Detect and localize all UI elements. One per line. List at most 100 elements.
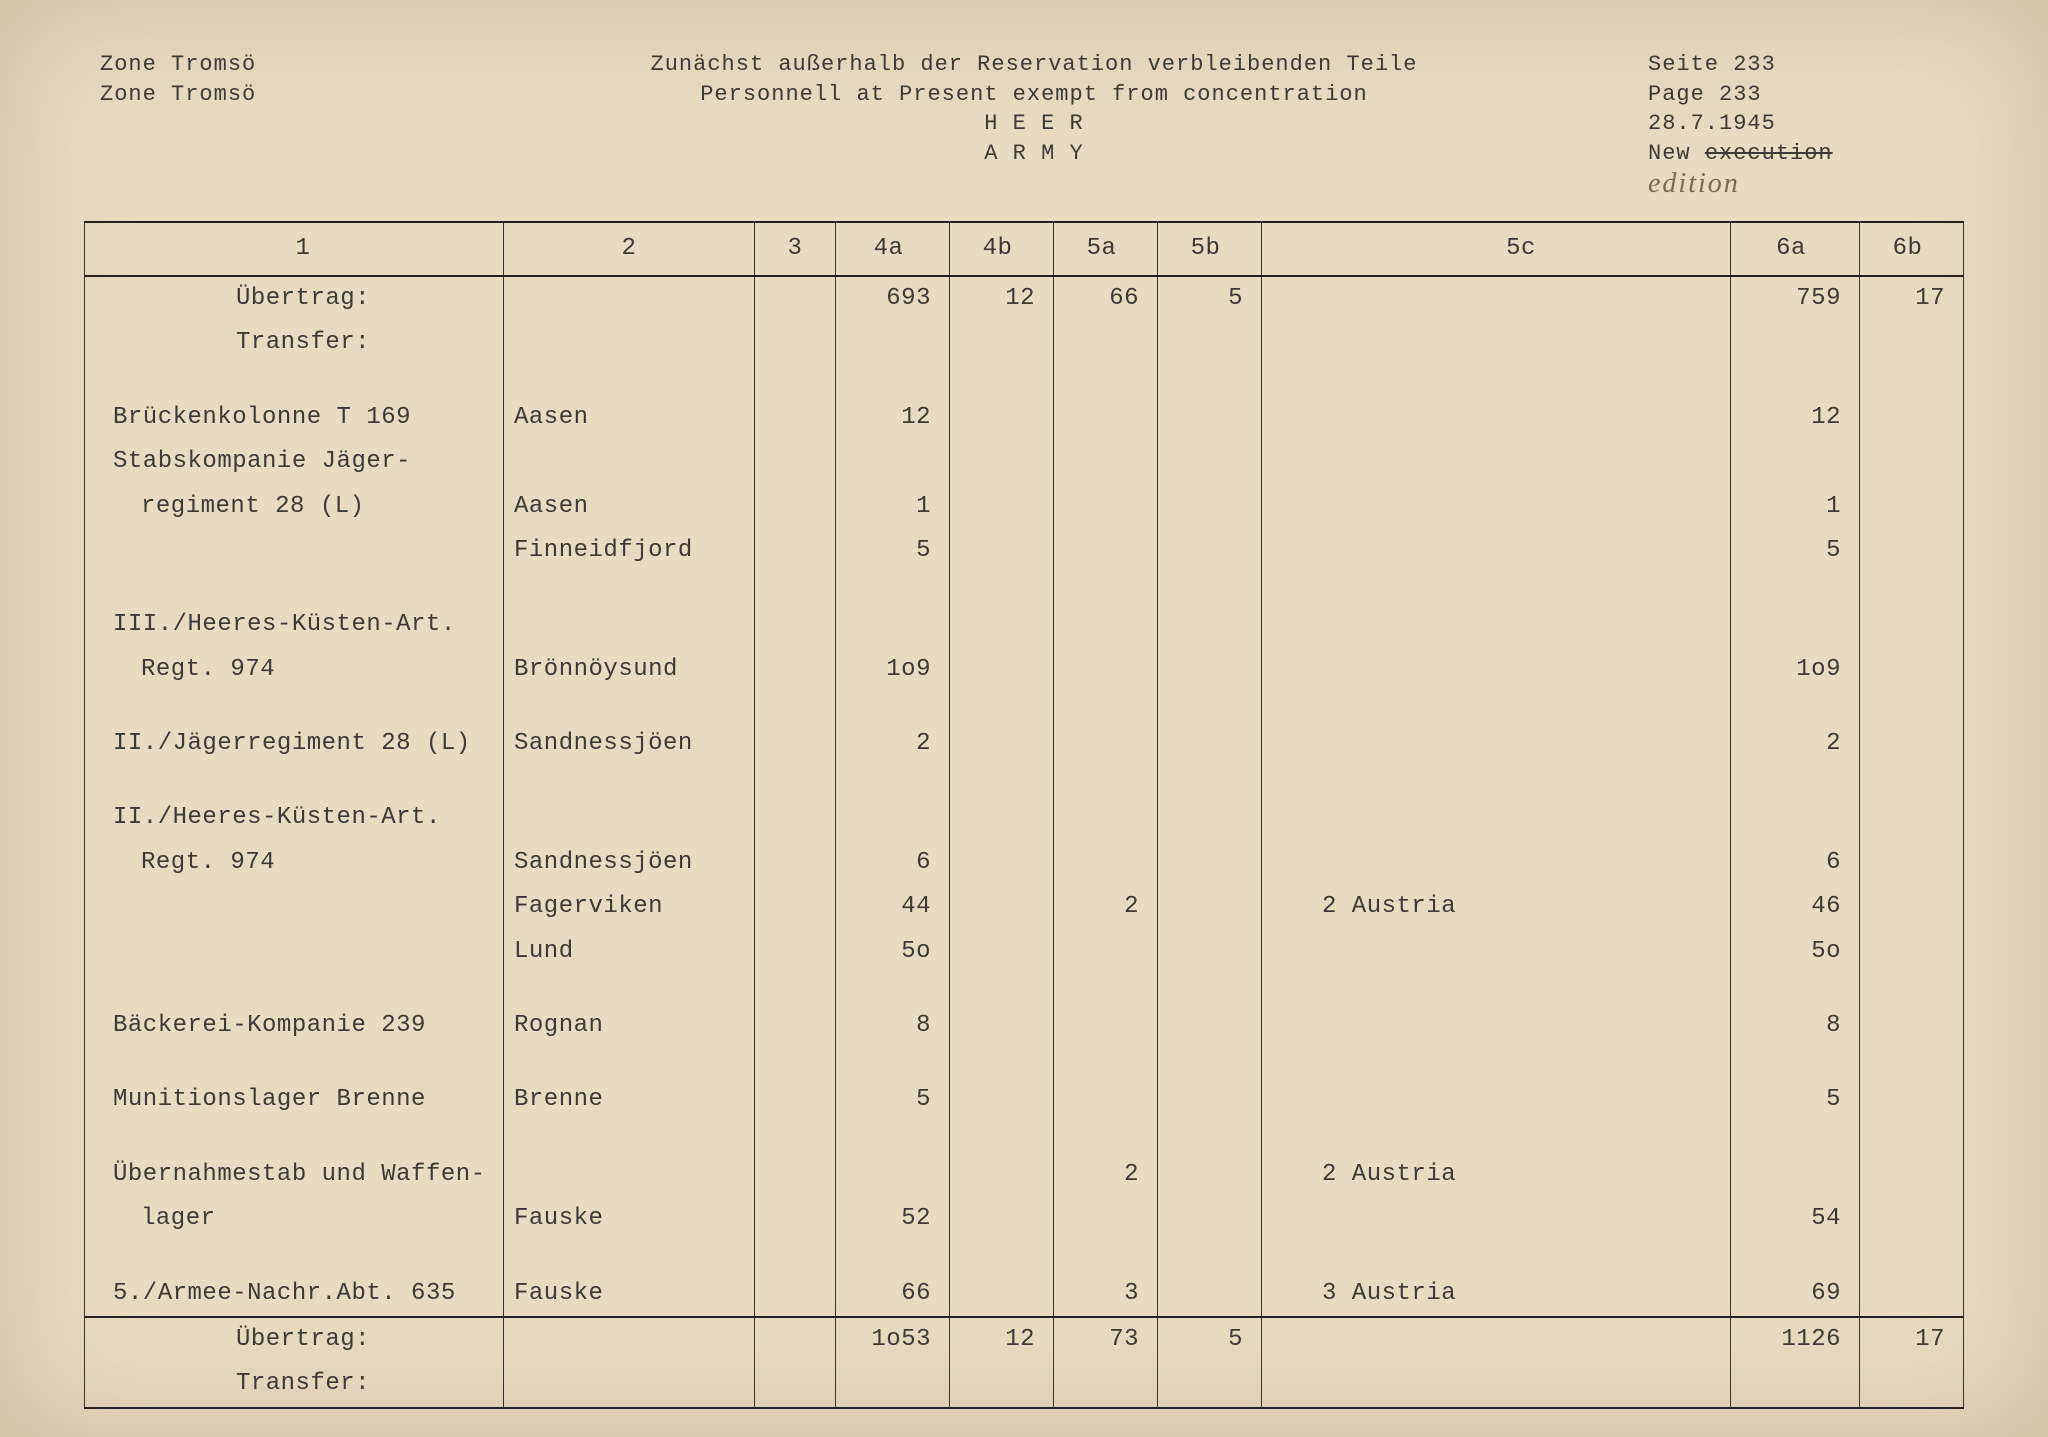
cell bbox=[950, 603, 1054, 647]
cell bbox=[1054, 573, 1158, 603]
location: Rognan bbox=[504, 1004, 755, 1048]
cell bbox=[1158, 885, 1262, 929]
zone-en: Zone Tromsö bbox=[100, 80, 420, 110]
cell bbox=[1054, 603, 1158, 647]
cell bbox=[755, 485, 836, 529]
table-row: Übertrag:1o5312735112617 bbox=[85, 1317, 1964, 1362]
col-1: 1 bbox=[85, 222, 504, 276]
unit-name: Übernahmestab und Waffen- bbox=[85, 1153, 504, 1197]
cell bbox=[1860, 1242, 1964, 1272]
page-de: Seite 233 bbox=[1648, 50, 1948, 80]
cell bbox=[1860, 1123, 1964, 1153]
cell bbox=[1262, 573, 1731, 603]
cell bbox=[755, 796, 836, 840]
col-6a: 6a bbox=[1731, 222, 1860, 276]
cell bbox=[1860, 529, 1964, 573]
cell bbox=[755, 1153, 836, 1197]
cell bbox=[504, 766, 755, 796]
location: Sandnessjöen bbox=[504, 841, 755, 885]
cell bbox=[755, 974, 836, 1004]
cell: 1 bbox=[836, 485, 950, 529]
cell bbox=[1731, 766, 1860, 796]
cell bbox=[755, 722, 836, 766]
location: Fauske bbox=[504, 1272, 755, 1317]
cell bbox=[1158, 692, 1262, 722]
cell: 3 bbox=[1054, 1272, 1158, 1317]
table-row bbox=[85, 974, 1964, 1004]
cell: 17 bbox=[1860, 276, 1964, 321]
location: Lund bbox=[504, 930, 755, 974]
cell bbox=[1731, 796, 1860, 840]
table-row: Fagerviken4422 Austria46 bbox=[85, 885, 1964, 929]
cell bbox=[1860, 440, 1964, 484]
cell bbox=[1054, 529, 1158, 573]
table-row: II./Heeres-Küsten-Art. bbox=[85, 796, 1964, 840]
cell bbox=[950, 766, 1054, 796]
cell bbox=[1860, 841, 1964, 885]
cell: 5 bbox=[1158, 276, 1262, 321]
cell bbox=[950, 1153, 1054, 1197]
cell bbox=[950, 1004, 1054, 1048]
cell bbox=[1262, 440, 1731, 484]
col-4a: 4a bbox=[836, 222, 950, 276]
cell bbox=[1860, 366, 1964, 396]
page-header: Zone Tromsö Zone Tromsö Zunächst außerha… bbox=[100, 50, 1948, 203]
cell bbox=[755, 440, 836, 484]
cell bbox=[950, 1362, 1054, 1407]
cell bbox=[1158, 974, 1262, 1004]
location bbox=[504, 796, 755, 840]
cell bbox=[950, 529, 1054, 573]
unit-name: II./Jägerregiment 28 (L) bbox=[85, 722, 504, 766]
location: Sandnessjöen bbox=[504, 722, 755, 766]
table-row: Lund5o5o bbox=[85, 930, 1964, 974]
table-row bbox=[85, 1242, 1964, 1272]
unit-name bbox=[85, 930, 504, 974]
unit-name bbox=[85, 529, 504, 573]
cell bbox=[1054, 440, 1158, 484]
unit-name: III./Heeres-Küsten-Art. bbox=[85, 603, 504, 647]
cell bbox=[1054, 396, 1158, 440]
cell: 5 bbox=[836, 529, 950, 573]
unit-name: regiment 28 (L) bbox=[85, 485, 504, 529]
cell bbox=[950, 885, 1054, 929]
cell bbox=[755, 366, 836, 396]
cell: 73 bbox=[1054, 1317, 1158, 1362]
cell: 66 bbox=[836, 1272, 950, 1317]
cell bbox=[1262, 692, 1731, 722]
cell bbox=[1860, 1272, 1964, 1317]
cell bbox=[1860, 603, 1964, 647]
cell bbox=[1054, 1362, 1158, 1407]
sub-en: A R M Y bbox=[420, 139, 1648, 169]
col-3: 3 bbox=[755, 222, 836, 276]
unit-name: lager bbox=[85, 1197, 504, 1241]
table-row: III./Heeres-Küsten-Art. bbox=[85, 603, 1964, 647]
cell bbox=[1158, 1362, 1262, 1407]
cell bbox=[755, 321, 836, 365]
cell bbox=[950, 648, 1054, 692]
col-6b: 6b bbox=[1860, 222, 1964, 276]
location: Aasen bbox=[504, 396, 755, 440]
cell bbox=[1158, 573, 1262, 603]
cell: 1o53 bbox=[836, 1317, 950, 1362]
cell bbox=[1262, 1048, 1731, 1078]
cell bbox=[755, 1004, 836, 1048]
cell bbox=[836, 1123, 950, 1153]
cell bbox=[836, 440, 950, 484]
cell bbox=[1860, 1004, 1964, 1048]
cell bbox=[755, 766, 836, 796]
cell bbox=[755, 841, 836, 885]
cell bbox=[1158, 766, 1262, 796]
cell bbox=[1262, 529, 1731, 573]
cell bbox=[1731, 573, 1860, 603]
cell bbox=[1262, 1197, 1731, 1241]
table-row bbox=[85, 366, 1964, 396]
cell bbox=[504, 974, 755, 1004]
cell bbox=[1262, 648, 1731, 692]
cell bbox=[950, 796, 1054, 840]
cell bbox=[504, 1048, 755, 1078]
cell bbox=[504, 1242, 755, 1272]
cell: 2 Austria bbox=[1262, 1153, 1731, 1197]
cell bbox=[1262, 603, 1731, 647]
cell bbox=[85, 692, 504, 722]
table-row: Regt. 974Sandnessjöen66 bbox=[85, 841, 1964, 885]
